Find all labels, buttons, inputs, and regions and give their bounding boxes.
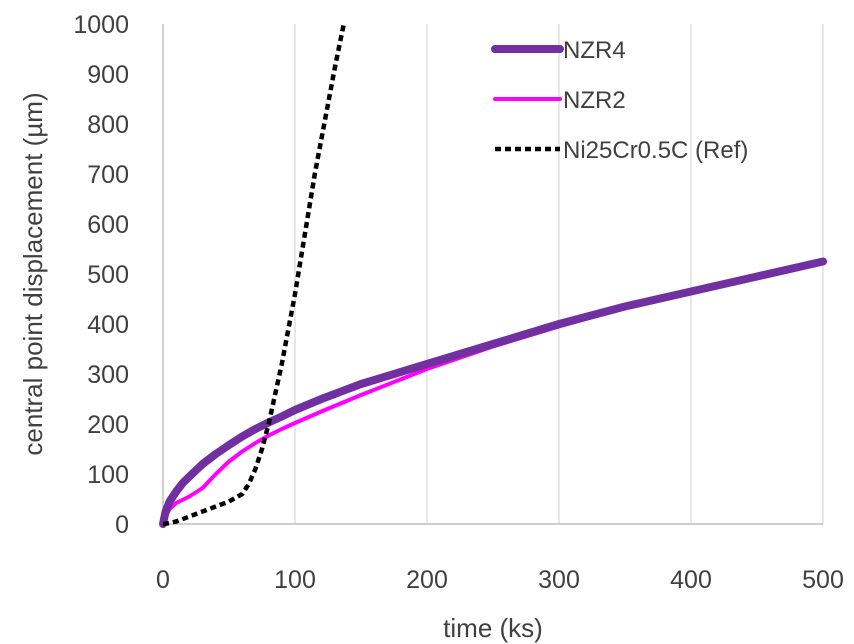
x-tick-label: 500 <box>802 566 844 594</box>
series-line-nzr2 <box>161 302 641 526</box>
vertical-gridlines <box>294 24 824 524</box>
y-tick-label: 0 <box>115 511 129 539</box>
y-tick-label: 100 <box>87 461 129 489</box>
x-tick-label: 200 <box>406 566 448 594</box>
y-tick-label: 1000 <box>73 11 129 39</box>
y-tick-label: 200 <box>87 411 129 439</box>
y-tick-label: 300 <box>87 361 129 389</box>
x-tick-label: 100 <box>274 566 316 594</box>
y-tick-label: 700 <box>87 161 129 189</box>
legend-label: NZR2 <box>563 87 626 114</box>
y-axis-title: central point displacement (µm) <box>18 92 48 455</box>
y-tick-label: 500 <box>87 261 129 289</box>
y-tick-labels: 0 100 200 300 400 500 600 700 800 900 1000 <box>73 11 129 539</box>
series-line-nzr4 <box>159 257 827 528</box>
x-tick-label: 0 <box>156 566 170 594</box>
y-tick-label: 800 <box>87 111 129 139</box>
y-tick-label: 900 <box>87 61 129 89</box>
series-layer <box>159 23 827 528</box>
legend: NZR4 NZR2 Ni25Cr0.5C (Ref) <box>491 37 748 164</box>
x-axis-title: time (ks) <box>443 613 543 643</box>
legend-label: Ni25Cr0.5C (Ref) <box>563 137 748 164</box>
y-tick-label: 600 <box>87 211 129 239</box>
x-tick-labels: 0 100 200 300 400 500 <box>156 566 844 594</box>
x-tick-label: 400 <box>670 566 712 594</box>
y-tick-label: 400 <box>87 311 129 339</box>
series-line-ni25cr0-5c-ref- <box>162 23 347 527</box>
x-tick-label: 300 <box>538 566 580 594</box>
legend-label: NZR4 <box>563 37 626 64</box>
